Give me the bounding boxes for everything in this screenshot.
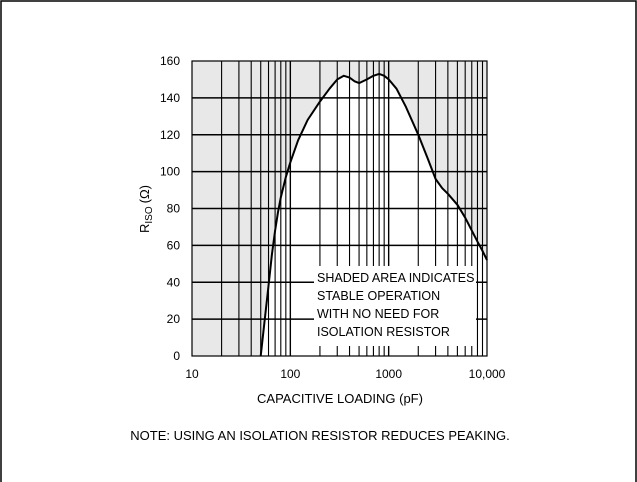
y-tick-label: 160	[160, 54, 180, 68]
y-tick-label: 100	[160, 165, 180, 179]
plot-area: 0 20 40 60 80 100 120 140 160 10 100 1000 10,000 SH…	[160, 54, 506, 381]
figure-note: NOTE: USING AN ISOLATION RESISTOR REDUCE…	[130, 428, 509, 443]
y-tick-label: 140	[160, 91, 180, 105]
y-tick-label: 40	[167, 275, 181, 289]
annotation-text: SHADED AREA INDICATES STABLE OPERATION WIT…	[317, 271, 474, 339]
y-axis-label: RISO (Ω)	[137, 185, 155, 233]
annotation-line: STABLE OPERATION	[317, 289, 440, 303]
x-tick-label: 10	[185, 367, 199, 381]
x-tick-label: 1000	[375, 367, 402, 381]
x-axis-label: CAPACITIVE LOADING (pF)	[257, 391, 423, 406]
y-tick-label: 120	[160, 128, 180, 142]
y-tick-label: 60	[167, 238, 181, 252]
y-axis-tick-labels: 0 20 40 60 80 100 120 140 160	[160, 54, 180, 363]
plot-border	[191, 60, 488, 357]
annotation-box	[314, 266, 476, 346]
annotation-line: ISOLATION RESISTOR	[317, 325, 450, 339]
y-tick-label: 0	[173, 349, 180, 363]
y-axis-label-main: R	[137, 224, 152, 233]
y-axis-label-unit: (Ω)	[137, 185, 152, 203]
x-tick-label: 10,000	[469, 367, 506, 381]
y-axis-label-subscript: ISO	[144, 206, 155, 223]
annotation-line: WITH NO NEED FOR	[317, 307, 439, 321]
y-tick-label: 80	[167, 202, 181, 216]
y-tick-label: 20	[167, 312, 181, 326]
x-axis-tick-labels: 10 100 1000 10,000	[185, 367, 505, 381]
x-tick-label: 100	[280, 367, 300, 381]
series-line	[259, 72, 488, 357]
annotation-line: SHADED AREA INDICATES	[317, 271, 474, 285]
